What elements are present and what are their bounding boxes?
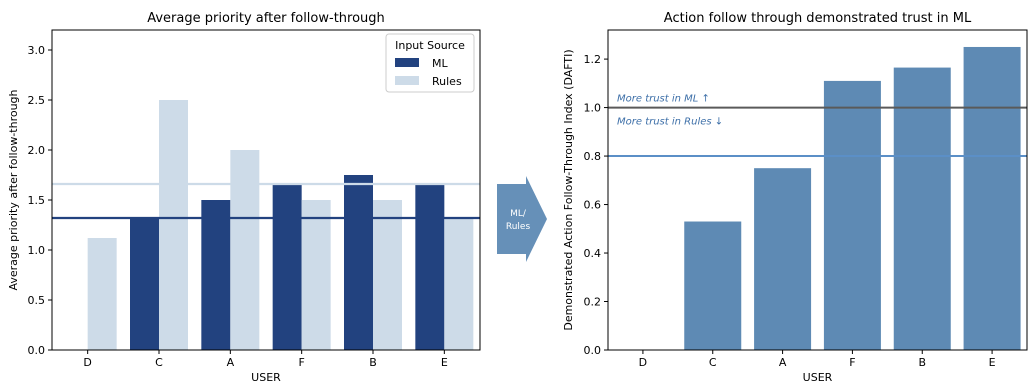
chart2-bar-b xyxy=(893,67,951,351)
chart2-xtick-label: B xyxy=(918,356,926,369)
chart1-bar-ml-b xyxy=(344,175,373,350)
chart1-bar-ml-c xyxy=(130,217,159,350)
chart1-legend-label-ml: ML xyxy=(432,57,448,70)
chart1-xtick-label: D xyxy=(83,356,91,369)
chart1-ylabel: Average priority after follow-through xyxy=(7,89,20,290)
chart1-legend-title: Input Source xyxy=(395,39,465,52)
chart1-xtick-label: F xyxy=(299,356,305,369)
chart1-xtick-label: E xyxy=(441,356,448,369)
chart2-title: Action follow through demonstrated trust… xyxy=(664,11,972,26)
chart1-bar-rules-b xyxy=(373,200,402,350)
chart2-ytick-label: 0.6 xyxy=(584,199,602,212)
chart2-ytick-label: 0.8 xyxy=(584,150,602,163)
chart2-ylabel: Demonstrated Action Follow-Through Index… xyxy=(562,49,575,330)
chart1-xlabel: USER xyxy=(251,371,281,384)
chart1-bar-ml-e xyxy=(415,185,445,350)
chart1-xtick-label: C xyxy=(155,356,163,369)
chart2-ytick-label: 0.2 xyxy=(584,296,602,309)
chart1-bar-rules-c xyxy=(159,100,188,350)
arrow-label-line1: ML/ xyxy=(510,209,527,219)
chart1-ytick-label: 2.0 xyxy=(28,144,46,157)
chart2-ytick-label: 1.2 xyxy=(584,53,602,66)
arrow-label-line2: Rules xyxy=(506,222,531,232)
chart2-ytick-label: 0.0 xyxy=(584,344,602,357)
chart1-ytick-label: 0.5 xyxy=(28,294,46,307)
chart2-xtick-label: C xyxy=(709,356,717,369)
chart1-plot-frame xyxy=(51,29,481,351)
chart1-bar-ml-a xyxy=(201,200,231,350)
chart1-ytick-label: 2.5 xyxy=(28,94,46,107)
chart2-ytick-label: 0.4 xyxy=(584,247,602,260)
chart1-ytick-label: 3.0 xyxy=(28,44,46,57)
chart2-plot-frame xyxy=(607,29,1028,351)
chart1-xtick-label: B xyxy=(369,356,377,369)
chart1-xtick-label: A xyxy=(227,356,235,369)
ml-rules-arrow-shape xyxy=(497,176,547,262)
chart1-bar-rules-f xyxy=(301,200,331,350)
chart2-bar-c xyxy=(684,221,742,350)
chart1-legend-label-rules: Rules xyxy=(432,75,462,88)
chart1-bar-ml-f xyxy=(272,185,302,350)
chart1-title: Average priority after follow-through xyxy=(147,11,385,26)
chart2-annotation-rules: More trust in Rules ↓ xyxy=(617,117,723,128)
chart1-bar-rules-e xyxy=(444,217,474,350)
chart1-ytick-label: 1.5 xyxy=(28,194,46,207)
chart1-ytick-label: 1.0 xyxy=(28,244,46,257)
chart1-bar-rules-a xyxy=(230,150,260,350)
chart1-ytick-label: 0.0 xyxy=(28,344,46,357)
chart1-legend-swatch-ml xyxy=(395,58,419,67)
chart2-bar-a xyxy=(754,168,812,350)
chart2-xtick-label: D xyxy=(639,356,647,369)
chart1-bar-rules-d xyxy=(87,238,117,350)
chart2-xtick-label: F xyxy=(849,356,855,369)
chart2-bar-f xyxy=(823,80,881,350)
chart2-xlabel: USER xyxy=(803,371,833,384)
chart1-legend-swatch-rules xyxy=(395,76,419,85)
chart2-bar-e xyxy=(963,46,1021,350)
chart2-xtick-label: E xyxy=(989,356,996,369)
chart2-xtick-label: A xyxy=(779,356,787,369)
chart2-annotation-ml: More trust in ML ↑ xyxy=(617,94,710,105)
chart2-ytick-label: 1.0 xyxy=(584,102,602,115)
